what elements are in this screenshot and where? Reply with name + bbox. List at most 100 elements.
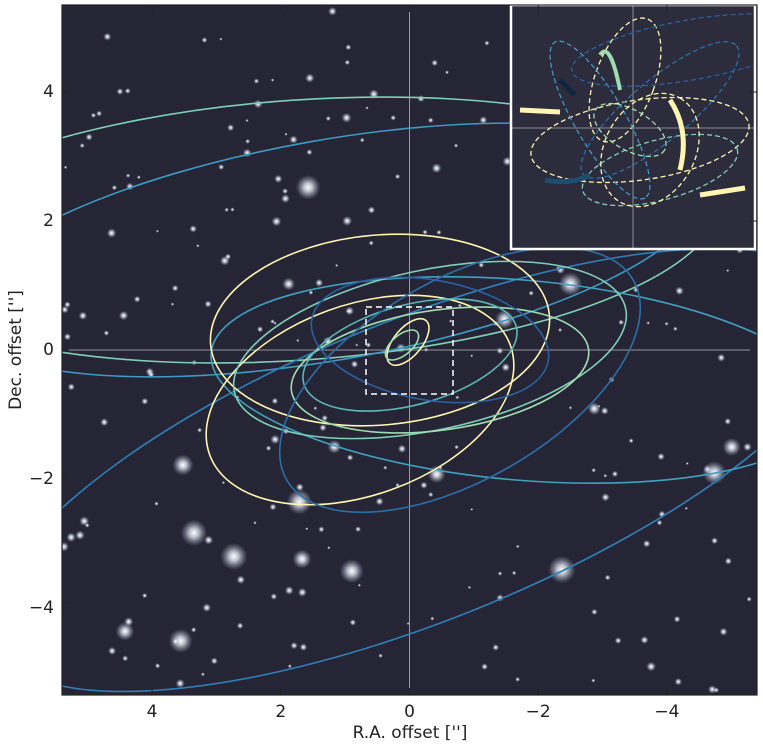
orbit	[278, 246, 642, 514]
star	[142, 592, 148, 599]
star	[397, 444, 407, 454]
star	[85, 133, 93, 141]
star	[253, 521, 257, 525]
star	[327, 439, 342, 454]
star	[118, 310, 129, 321]
star	[420, 481, 428, 489]
orbit	[386, 317, 430, 367]
x-tick-label: 2	[275, 702, 286, 722]
star	[305, 73, 315, 83]
star	[335, 263, 339, 268]
star	[133, 295, 141, 303]
star	[657, 452, 665, 461]
star	[204, 300, 212, 308]
star	[111, 184, 118, 191]
star	[315, 278, 324, 287]
star	[422, 229, 428, 235]
star	[219, 37, 223, 41]
star	[344, 59, 351, 66]
star	[457, 303, 462, 308]
x-tick-label: 4	[147, 702, 158, 722]
star	[614, 637, 622, 645]
star	[674, 677, 683, 686]
star	[684, 506, 688, 511]
star	[108, 646, 117, 655]
star	[470, 507, 474, 511]
y-tick-label: −4	[29, 598, 54, 618]
star	[604, 574, 611, 581]
star	[220, 542, 248, 571]
star	[722, 437, 741, 457]
star	[642, 539, 651, 548]
star	[656, 519, 663, 526]
star	[103, 330, 110, 336]
star	[675, 286, 684, 296]
star	[515, 676, 521, 682]
star	[245, 118, 249, 123]
star	[100, 418, 109, 427]
star	[497, 571, 503, 576]
star	[417, 95, 425, 103]
orbit	[384, 329, 420, 361]
star	[359, 137, 365, 143]
star	[224, 253, 232, 260]
x-axis-label: R.A. offset ['']	[353, 723, 468, 743]
star	[528, 290, 534, 296]
star	[270, 593, 278, 600]
star	[79, 143, 85, 149]
star	[306, 149, 313, 156]
star	[496, 347, 504, 355]
star	[355, 343, 359, 347]
star	[427, 117, 434, 124]
inset-orbits	[511, 5, 755, 249]
star	[724, 417, 732, 425]
star	[274, 174, 283, 183]
star	[75, 530, 85, 540]
star	[600, 406, 609, 415]
star	[124, 617, 134, 627]
star	[79, 516, 90, 527]
star	[281, 194, 290, 204]
star	[591, 608, 598, 616]
star	[282, 188, 289, 195]
star	[313, 406, 318, 411]
star	[269, 503, 277, 511]
star	[103, 32, 112, 41]
y-tick-label: 2	[43, 211, 54, 231]
zero-lines	[62, 5, 757, 695]
star	[200, 672, 205, 677]
star	[270, 434, 280, 445]
star	[299, 643, 308, 651]
star	[125, 173, 131, 178]
y-tick-label: −2	[29, 469, 54, 489]
star	[116, 88, 124, 95]
star	[597, 404, 601, 408]
star	[444, 70, 449, 75]
star	[355, 526, 362, 533]
star	[210, 657, 218, 665]
star	[327, 546, 331, 550]
y-tick-label: 0	[43, 340, 54, 360]
star	[218, 164, 225, 171]
star	[349, 619, 357, 626]
star	[455, 395, 460, 400]
inset	[509, 3, 757, 251]
star	[273, 321, 277, 325]
star	[587, 402, 601, 416]
star	[122, 655, 129, 662]
star	[719, 627, 728, 636]
star	[64, 301, 71, 308]
star	[318, 526, 325, 533]
star	[308, 290, 314, 295]
star	[296, 338, 300, 343]
star	[646, 661, 656, 672]
star	[711, 537, 718, 545]
star	[292, 549, 312, 569]
star	[106, 228, 117, 238]
star	[646, 321, 650, 325]
star	[253, 78, 260, 84]
star	[190, 627, 197, 633]
star	[175, 678, 185, 689]
orbit	[209, 233, 551, 427]
star	[470, 354, 474, 358]
